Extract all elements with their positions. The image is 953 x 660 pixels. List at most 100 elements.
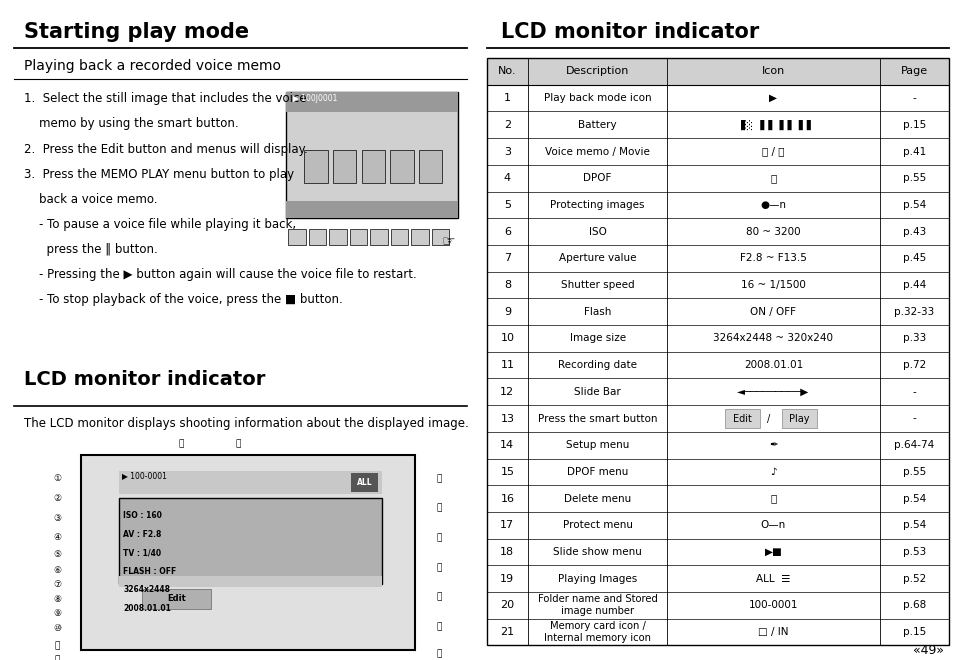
FancyBboxPatch shape <box>142 589 211 609</box>
Text: /: / <box>766 414 769 424</box>
Text: Recording date: Recording date <box>558 360 637 370</box>
Text: Starting play mode: Starting play mode <box>24 22 249 42</box>
Text: Icon: Icon <box>761 67 784 77</box>
Text: ▶ 100-0001: ▶ 100-0001 <box>122 471 167 480</box>
Text: ISO: ISO <box>588 226 606 237</box>
Text: LCD monitor indicator: LCD monitor indicator <box>24 370 265 389</box>
Text: -: - <box>912 414 916 424</box>
Text: p.55: p.55 <box>902 173 925 183</box>
Text: ALL: ALL <box>356 478 372 487</box>
FancyBboxPatch shape <box>286 92 457 112</box>
Text: DPOF: DPOF <box>583 173 611 183</box>
Text: p.52: p.52 <box>902 574 925 583</box>
Text: Protecting images: Protecting images <box>550 200 644 210</box>
Text: 13: 13 <box>499 414 514 424</box>
Text: 1.  Select the still image that includes the voice: 1. Select the still image that includes … <box>24 92 306 106</box>
Text: ⑳: ⑳ <box>235 440 241 449</box>
Text: ALL  ☰: ALL ☰ <box>756 574 790 583</box>
Text: p.32-33: p.32-33 <box>894 307 934 317</box>
Text: ⑱: ⑱ <box>436 504 441 513</box>
Text: Play back mode icon: Play back mode icon <box>543 93 651 103</box>
Text: «49»: «49» <box>913 644 943 657</box>
Text: 3264x2448: 3264x2448 <box>123 585 170 595</box>
Text: DPOF menu: DPOF menu <box>566 467 628 477</box>
Text: Playing back a recorded voice memo: Playing back a recorded voice memo <box>24 59 280 73</box>
Text: AV : F2.8: AV : F2.8 <box>123 530 161 539</box>
Text: p.53: p.53 <box>902 547 925 557</box>
Text: p.15: p.15 <box>902 627 925 637</box>
Text: ⑭: ⑭ <box>436 622 441 632</box>
Text: 2: 2 <box>503 120 511 130</box>
Text: p.41: p.41 <box>902 147 925 156</box>
Text: 12: 12 <box>499 387 514 397</box>
FancyBboxPatch shape <box>119 498 381 584</box>
Text: 2.  Press the Edit button and menus will display.: 2. Press the Edit button and menus will … <box>24 143 307 156</box>
Text: ▶: ▶ <box>769 93 777 103</box>
Text: ▐░ ▐▐ ▐▐ ▐▐: ▐░ ▐▐ ▐▐ ▐▐ <box>736 119 809 130</box>
Text: ⑰: ⑰ <box>436 533 441 543</box>
FancyBboxPatch shape <box>309 229 326 245</box>
Text: 5: 5 <box>503 200 510 210</box>
Text: p.54: p.54 <box>902 494 925 504</box>
Text: 80 ~ 3200: 80 ~ 3200 <box>745 226 800 237</box>
Text: ②: ② <box>53 494 61 503</box>
Text: Play: Play <box>788 414 809 424</box>
Text: 3.  Press the MEMO PLAY menu button to play: 3. Press the MEMO PLAY menu button to pl… <box>24 168 294 181</box>
Text: 🔒: 🔒 <box>769 173 776 183</box>
Text: - To pause a voice file while playing it back,: - To pause a voice file while playing it… <box>24 218 295 231</box>
Text: press the ‖ button.: press the ‖ button. <box>24 243 157 256</box>
FancyBboxPatch shape <box>486 58 948 84</box>
Text: ㉑: ㉑ <box>178 440 184 449</box>
FancyBboxPatch shape <box>349 229 367 245</box>
Text: Image size: Image size <box>569 333 625 343</box>
Text: 🗑: 🗑 <box>769 494 776 504</box>
Text: Folder name and Stored: Folder name and Stored <box>537 595 657 605</box>
Text: p.45: p.45 <box>902 253 925 263</box>
Text: -: - <box>912 93 916 103</box>
Text: F2.8 ~ F13.5: F2.8 ~ F13.5 <box>740 253 806 263</box>
Text: ISO : 160: ISO : 160 <box>123 512 162 521</box>
Text: 100-0001: 100-0001 <box>748 601 798 610</box>
Text: FLASH : OFF: FLASH : OFF <box>123 567 176 576</box>
Text: Aperture value: Aperture value <box>558 253 636 263</box>
Text: 1: 1 <box>503 93 510 103</box>
Text: Playing Images: Playing Images <box>558 574 637 583</box>
FancyBboxPatch shape <box>333 150 356 183</box>
FancyBboxPatch shape <box>288 229 305 245</box>
Text: 6: 6 <box>503 226 510 237</box>
Text: The LCD monitor displays shooting information about the displayed image.: The LCD monitor displays shooting inform… <box>24 417 468 430</box>
FancyBboxPatch shape <box>286 201 457 218</box>
Text: O—n: O—n <box>760 520 785 531</box>
Text: 2008.01.01: 2008.01.01 <box>743 360 802 370</box>
Text: p.15: p.15 <box>902 120 925 130</box>
Text: ⑮: ⑮ <box>436 593 441 602</box>
Text: ⑤: ⑤ <box>53 550 61 559</box>
FancyBboxPatch shape <box>304 150 328 183</box>
Text: Description: Description <box>565 67 629 77</box>
Text: image number: image number <box>560 607 634 616</box>
Text: back a voice memo.: back a voice memo. <box>24 193 157 206</box>
Text: 19: 19 <box>499 574 514 583</box>
Text: Edit: Edit <box>167 595 186 603</box>
Text: 3264x2448 ~ 320x240: 3264x2448 ~ 320x240 <box>713 333 833 343</box>
Text: ⑥: ⑥ <box>53 566 61 576</box>
Text: p.54: p.54 <box>902 200 925 210</box>
Text: p.33: p.33 <box>902 333 925 343</box>
Text: Protect menu: Protect menu <box>562 520 632 531</box>
FancyBboxPatch shape <box>119 576 381 587</box>
FancyBboxPatch shape <box>781 409 817 428</box>
Text: LCD monitor indicator: LCD monitor indicator <box>500 22 759 42</box>
Text: p.44: p.44 <box>902 280 925 290</box>
Text: 14: 14 <box>499 440 514 450</box>
Text: ⑦: ⑦ <box>53 579 61 589</box>
Text: ●—n: ●—n <box>760 200 785 210</box>
FancyBboxPatch shape <box>431 229 449 245</box>
Text: Voice memo / Movie: Voice memo / Movie <box>544 147 649 156</box>
Text: Slide show menu: Slide show menu <box>553 547 641 557</box>
Text: 8: 8 <box>503 280 511 290</box>
Text: p.64-74: p.64-74 <box>894 440 934 450</box>
FancyBboxPatch shape <box>361 150 384 183</box>
FancyBboxPatch shape <box>390 150 414 183</box>
Text: ▶■: ▶■ <box>763 547 781 557</box>
Text: Shutter speed: Shutter speed <box>560 280 634 290</box>
